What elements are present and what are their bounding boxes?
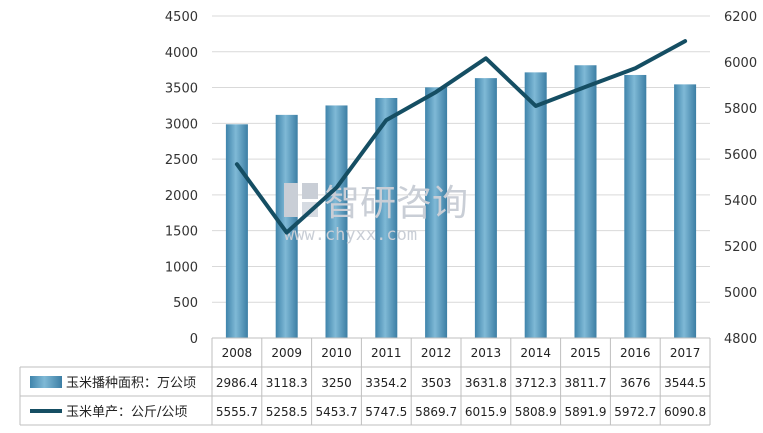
x-tick-label: 2015	[570, 346, 601, 360]
line-point	[235, 162, 239, 166]
line-point	[484, 56, 488, 60]
y-left-tick-label: 1000	[165, 260, 198, 275]
x-tick-label: 2012	[421, 346, 452, 360]
table-cell-bar: 3118.3	[266, 376, 308, 390]
table-cell-bar: 3631.8	[465, 376, 507, 390]
watermark: 智研咨询 www.chyxx.com	[284, 183, 468, 245]
table-cell-line: 5747.5	[365, 405, 407, 419]
y-right-tick-label: 5400	[724, 194, 757, 209]
x-tick-label: 2011	[371, 346, 402, 360]
table-cell-line: 5258.5	[266, 405, 308, 419]
table-cell-line: 5869.7	[415, 405, 457, 419]
bar	[225, 124, 248, 338]
bar	[325, 105, 348, 338]
y-right-tick-label: 4800	[724, 332, 757, 347]
y-right-tick-label: 5200	[724, 240, 757, 255]
y-left-tick-label: 3000	[165, 117, 198, 132]
table-cell-bar: 3250	[321, 376, 352, 390]
table-cell-line: 6015.9	[465, 405, 507, 419]
bar	[474, 78, 497, 338]
x-tick-label: 2014	[520, 346, 551, 360]
line-point	[683, 39, 687, 43]
line-point	[384, 118, 388, 122]
y-right-tick-label: 5000	[724, 286, 757, 301]
x-tick-label: 2017	[670, 346, 701, 360]
y-right-tick-label: 6000	[724, 56, 757, 71]
watermark-name: 智研咨询	[324, 183, 468, 224]
y-right-tick-label: 5800	[724, 102, 757, 117]
bar	[524, 72, 547, 338]
line-point	[434, 90, 438, 94]
bar	[425, 87, 448, 339]
y-left-tick-label: 3500	[165, 82, 198, 97]
line-point	[534, 104, 538, 108]
bar	[674, 84, 697, 338]
bar	[624, 74, 647, 338]
bar-series	[225, 65, 697, 339]
line-point	[335, 186, 338, 190]
line-series	[234, 39, 688, 235]
y-right-tick-label: 6200	[724, 10, 757, 25]
x-tick-label: 2010	[321, 346, 352, 360]
line-point	[584, 85, 587, 89]
legend-swatch-bar	[30, 376, 62, 388]
table-cell-line: 5808.9	[515, 405, 557, 419]
line-point	[285, 231, 289, 235]
x-tick-label: 2013	[471, 346, 502, 360]
y-left-tick-label: 4500	[165, 10, 198, 25]
watermark-logo	[284, 183, 318, 217]
table-cell-bar: 3354.2	[365, 376, 407, 390]
y-left-tick-label: 2500	[165, 153, 198, 168]
table-cell-bar: 3712.3	[515, 376, 557, 390]
y-right-tick-label: 5600	[724, 148, 757, 163]
legend-label-bar: 玉米播种面积：万公顷	[66, 376, 196, 391]
line-point	[633, 66, 637, 70]
x-tick-label: 2008	[222, 346, 253, 360]
legend-label-line: 玉米单产：公斤/公顷	[66, 405, 187, 420]
y-left-tick-label: 4000	[165, 46, 198, 61]
table-cell-line: 5453.7	[316, 405, 358, 419]
table-cell-bar: 3676	[620, 376, 651, 390]
bar	[375, 97, 398, 338]
data-table: 2008 2009 2010 2011 2012 2013 2014 2015 2016 2017…	[19, 337, 711, 426]
table-cell-bar: 3811.7	[565, 376, 607, 390]
table-cell-line: 5972.7	[614, 405, 656, 419]
y-left-tick-label: 2000	[165, 189, 198, 204]
table-cell-bar: 2986.4	[216, 376, 258, 390]
bar	[574, 65, 597, 339]
line-path	[234, 39, 688, 235]
x-tick-label: 2009	[271, 346, 302, 360]
table-cell-line: 5891.9	[565, 405, 607, 419]
axis-ticks: 0 500 1000 1500 2000 2500 3000 3500 4000 4500 4800…	[165, 10, 757, 347]
watermark-url: www.chyxx.com	[284, 225, 417, 245]
y-left-tick-label: 1500	[165, 225, 198, 240]
y-left-tick-label: 0	[190, 332, 198, 347]
bar	[275, 114, 298, 338]
table-cell-line: 5555.7	[216, 405, 258, 419]
table-cell-line: 6090.8	[664, 405, 706, 419]
table-cell-bar: 3544.5	[664, 376, 706, 390]
table-cell-bar: 3503	[421, 376, 452, 390]
y-left-tick-label: 500	[173, 296, 198, 311]
x-tick-label: 2016	[620, 346, 651, 360]
